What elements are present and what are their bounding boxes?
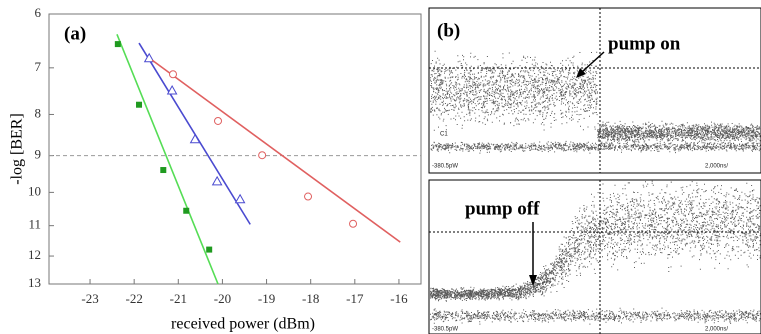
y-tick-label: 8 (35, 105, 42, 120)
panel-label: (a) (64, 23, 86, 44)
x-tick-label: -16 (390, 291, 408, 306)
x-tick-label: -23 (81, 291, 98, 306)
marker (160, 167, 166, 173)
x-tick-label: -21 (170, 291, 187, 306)
marker (136, 102, 142, 108)
y-tick-label: 12 (28, 247, 41, 262)
annotation: pump on (608, 33, 681, 54)
y-tick-label: 7 (35, 59, 42, 74)
marker (115, 41, 121, 47)
x-tick-label: -20 (214, 291, 231, 306)
scope-bottom: -380.5pW 2,000ns/ pump off (429, 180, 761, 334)
x-tick-label: -18 (302, 291, 319, 306)
x-axis-label: received power (dBm) (171, 316, 315, 333)
scope-top: C1 -380.5pW 2,000ns/ (b) pump on (429, 8, 761, 173)
level-label: -380.5pW (432, 327, 458, 333)
panel-label: (b) (437, 20, 460, 41)
marker (305, 193, 312, 200)
y-tick-label: 9 (35, 147, 42, 162)
channel-label: C1 (440, 132, 448, 138)
x-tick-label: -19 (258, 291, 275, 306)
marker (206, 247, 212, 253)
timebase-label: 2,000ns/ (705, 164, 728, 170)
x-tick-label: -17 (346, 291, 364, 306)
marker (183, 208, 189, 214)
y-axis-label: -log [BER] (9, 113, 26, 185)
y-tick-label: 6 (35, 5, 42, 20)
level-label: -380.5pW (432, 164, 458, 170)
y-tick-label: 11 (28, 217, 41, 232)
marker (259, 152, 266, 159)
marker (215, 117, 222, 124)
figure: (a) -log [BER] received power (dBm) C1 -… (0, 0, 761, 334)
annotation: pump off (465, 198, 540, 219)
x-tick-label: -22 (125, 291, 142, 306)
marker (170, 71, 177, 78)
y-tick-label: 10 (28, 183, 41, 198)
timebase-label: 2,000ns/ (705, 327, 728, 333)
y-tick-label: 13 (28, 275, 41, 290)
plot-frame (49, 14, 421, 284)
marker (350, 220, 357, 227)
